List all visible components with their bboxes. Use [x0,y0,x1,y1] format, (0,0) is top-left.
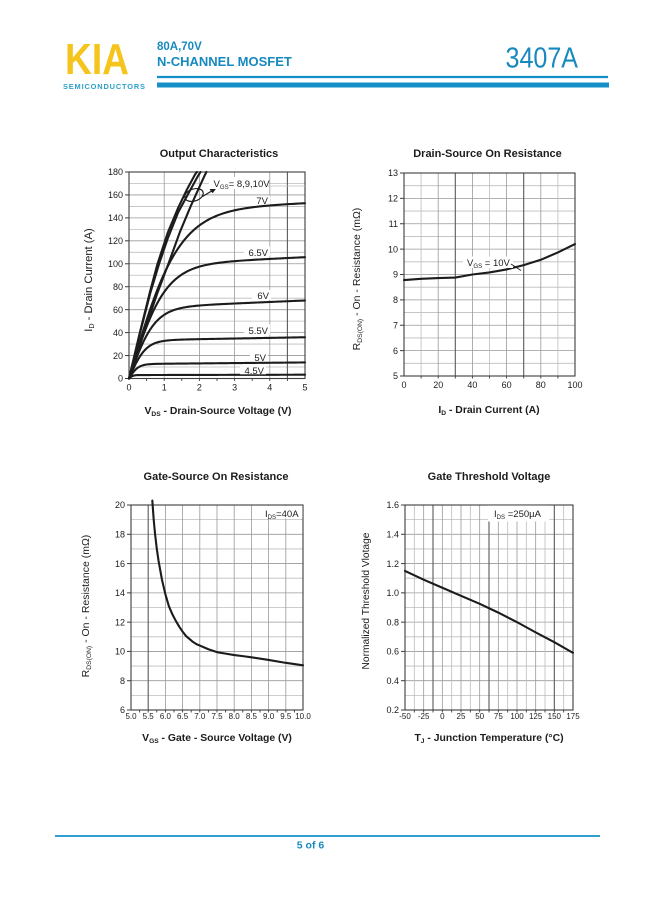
svg-text:8: 8 [393,295,398,305]
svg-text:175: 175 [566,712,580,721]
svg-text:5: 5 [393,371,398,381]
svg-text:3: 3 [232,383,237,393]
svg-text:140: 140 [108,213,123,223]
svg-text:80: 80 [536,380,546,390]
svg-text:VDS - Drain-Source Voltage (V): VDS - Drain-Source Voltage (V) [144,406,291,418]
svg-text:0.6: 0.6 [386,647,399,657]
svg-text:6.0: 6.0 [160,712,172,721]
svg-text:6V: 6V [257,291,269,302]
svg-text:5.5: 5.5 [143,712,155,721]
svg-text:7V: 7V [256,196,268,207]
svg-text:0: 0 [401,380,406,390]
svg-text:9: 9 [393,270,398,280]
svg-text:ID - Drain Current (A): ID - Drain Current (A) [83,228,96,332]
svg-text:Gate-Source On Resistance: Gate-Source On Resistance [144,471,289,483]
svg-text:ID - Drain Current (A): ID - Drain Current (A) [438,405,539,417]
svg-text:0.2: 0.2 [386,705,399,715]
svg-text:18: 18 [115,529,125,539]
svg-text:40: 40 [113,328,123,338]
svg-text:25: 25 [457,712,466,721]
svg-text:100: 100 [108,259,123,269]
svg-text:9.5: 9.5 [280,712,292,721]
svg-text:6.5V: 6.5V [248,248,268,259]
svg-text:IDS=40A: IDS=40A [265,509,299,521]
svg-text:1.4: 1.4 [386,529,399,539]
svg-text:8.5: 8.5 [246,712,258,721]
svg-text:8: 8 [120,676,125,686]
svg-text:4: 4 [267,383,272,393]
svg-text:150: 150 [548,712,562,721]
svg-text:VGS - Gate - Source Voltage (V: VGS - Gate - Source Voltage (V) [142,733,292,745]
svg-text:0.8: 0.8 [386,617,399,627]
svg-text:100: 100 [510,712,524,721]
svg-text:9.0: 9.0 [263,712,275,721]
svg-text:120: 120 [108,236,123,246]
svg-text:12: 12 [115,617,125,627]
svg-text:16: 16 [115,559,125,569]
svg-text:13: 13 [388,168,398,178]
svg-text:2: 2 [197,383,202,393]
svg-text:3407A: 3407A [506,43,579,75]
svg-text:VGS= 8,9,10V: VGS= 8,9,10V [214,179,271,191]
svg-text:180: 180 [108,167,123,177]
svg-text:160: 160 [108,190,123,200]
svg-text:5V: 5V [254,353,266,364]
svg-text:6: 6 [120,705,125,715]
svg-text:Normalized Threshold Vlotage: Normalized Threshold Vlotage [361,532,372,669]
svg-text:KIA: KIA [65,35,129,84]
svg-text:VGS = 10V: VGS = 10V [467,258,511,270]
svg-text:N-CHANNEL MOSFET: N-CHANNEL MOSFET [157,54,292,69]
svg-text:6.5: 6.5 [177,712,189,721]
svg-text:10: 10 [388,244,398,254]
svg-text:10: 10 [115,647,125,657]
svg-text:RDS(ON) - On - Resistance (mΩ): RDS(ON) - On - Resistance (mΩ) [351,208,364,351]
svg-text:80A,70V: 80A,70V [157,41,202,53]
svg-text:0: 0 [440,712,445,721]
svg-text:0: 0 [118,374,123,384]
svg-text:TJ - Junction Temperature (°C): TJ - Junction Temperature (°C) [414,733,563,745]
svg-text:11: 11 [389,219,398,229]
svg-text:60: 60 [113,305,123,315]
svg-text:20: 20 [433,380,443,390]
svg-text:7: 7 [393,320,398,330]
svg-text:1: 1 [162,383,167,393]
svg-text:5 of 6: 5 of 6 [297,840,325,852]
svg-text:20: 20 [113,351,123,361]
svg-text:0: 0 [126,383,131,393]
svg-text:-25: -25 [418,712,430,721]
svg-text:RDS(ON) - On - Resistance (mΩ): RDS(ON) - On - Resistance (mΩ) [80,535,93,678]
svg-text:-50: -50 [399,712,411,721]
svg-text:1.0: 1.0 [386,588,399,598]
svg-text:0.4: 0.4 [386,676,399,686]
svg-text:60: 60 [502,380,512,390]
svg-text:125: 125 [529,712,543,721]
svg-text:6: 6 [393,346,398,356]
svg-text:50: 50 [475,712,484,721]
svg-text:Drain-Source On Resistance: Drain-Source On Resistance [413,148,562,160]
svg-text:75: 75 [494,712,503,721]
svg-text:5.0: 5.0 [125,712,137,721]
svg-text:4.5V: 4.5V [244,366,264,377]
svg-text:5: 5 [302,383,307,393]
svg-text:SEMICONDUCTORS: SEMICONDUCTORS [63,82,146,91]
svg-text:1.6: 1.6 [386,500,399,510]
svg-text:1.2: 1.2 [386,559,399,569]
svg-text:8.0: 8.0 [229,712,241,721]
svg-text:7.5: 7.5 [211,712,223,721]
svg-text:20: 20 [115,500,125,510]
svg-text:IDS =250µA: IDS =250µA [494,509,542,521]
svg-text:Output Characteristics: Output Characteristics [160,148,279,160]
svg-text:10.0: 10.0 [295,712,311,721]
svg-text:14: 14 [115,588,125,598]
svg-text:Gate Threshold Voltage: Gate Threshold Voltage [428,471,551,483]
svg-text:5.5V: 5.5V [248,326,268,337]
svg-text:80: 80 [113,282,123,292]
svg-text:7.0: 7.0 [194,712,206,721]
svg-text:12: 12 [388,194,398,204]
svg-text:100: 100 [567,380,582,390]
svg-text:40: 40 [467,380,477,390]
